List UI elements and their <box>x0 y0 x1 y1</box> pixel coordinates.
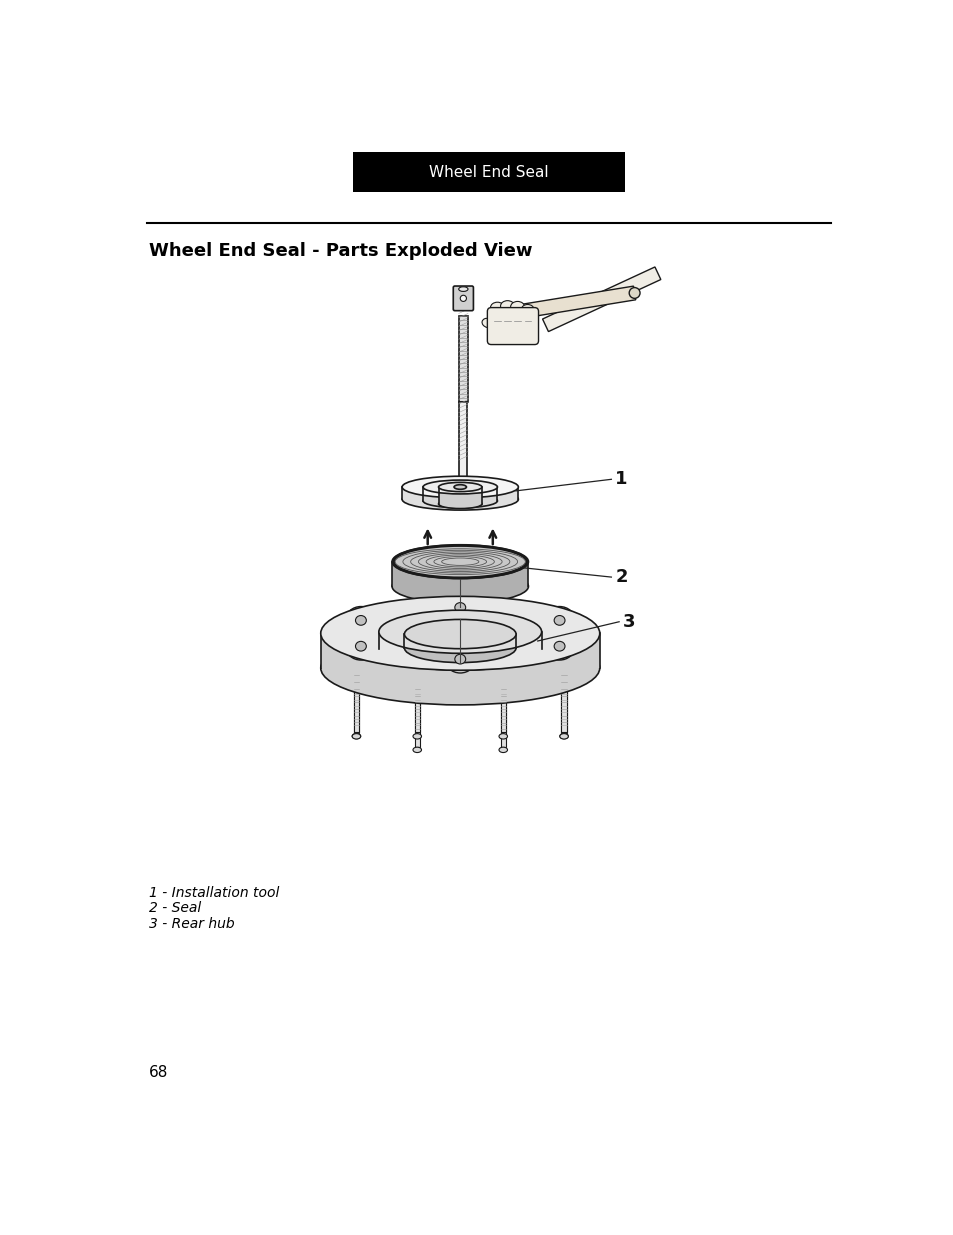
Ellipse shape <box>554 641 564 651</box>
Ellipse shape <box>417 552 502 572</box>
Bar <box>438 487 481 504</box>
Text: Wheel End Seal - Parts Exploded View: Wheel End Seal - Parts Exploded View <box>149 242 532 261</box>
Ellipse shape <box>378 610 541 653</box>
Ellipse shape <box>392 545 528 579</box>
Ellipse shape <box>402 477 517 498</box>
Ellipse shape <box>413 747 421 752</box>
Ellipse shape <box>320 597 599 671</box>
Ellipse shape <box>559 734 568 739</box>
Ellipse shape <box>352 734 360 739</box>
Ellipse shape <box>629 288 639 299</box>
Ellipse shape <box>521 305 534 314</box>
Text: 1: 1 <box>615 471 627 488</box>
Ellipse shape <box>438 483 481 492</box>
Ellipse shape <box>490 303 504 312</box>
Ellipse shape <box>402 489 517 510</box>
Ellipse shape <box>543 632 575 659</box>
Bar <box>404 634 516 648</box>
Ellipse shape <box>415 626 505 642</box>
Ellipse shape <box>498 734 507 739</box>
Ellipse shape <box>392 569 528 603</box>
Bar <box>500 690 505 732</box>
Ellipse shape <box>320 631 599 705</box>
Ellipse shape <box>427 555 493 569</box>
Bar <box>458 316 468 403</box>
Circle shape <box>459 295 466 301</box>
Ellipse shape <box>543 606 575 635</box>
Bar <box>415 690 419 732</box>
Ellipse shape <box>404 620 516 648</box>
Text: 2 - Seal: 2 - Seal <box>149 902 201 915</box>
Ellipse shape <box>444 594 476 621</box>
Ellipse shape <box>404 634 516 662</box>
Ellipse shape <box>355 615 366 625</box>
Ellipse shape <box>498 747 507 752</box>
Ellipse shape <box>458 287 468 291</box>
Bar <box>560 672 566 734</box>
Text: Wheel End Seal: Wheel End Seal <box>429 164 548 179</box>
FancyBboxPatch shape <box>453 287 473 311</box>
Bar <box>354 672 358 734</box>
Text: 2: 2 <box>615 568 627 587</box>
Ellipse shape <box>444 645 476 673</box>
Polygon shape <box>542 267 660 331</box>
Bar <box>354 690 358 732</box>
Ellipse shape <box>455 655 465 664</box>
Ellipse shape <box>378 627 541 671</box>
Polygon shape <box>505 287 635 321</box>
FancyBboxPatch shape <box>487 308 537 345</box>
Bar <box>500 685 505 747</box>
Ellipse shape <box>455 603 465 613</box>
Text: 68: 68 <box>149 1065 168 1079</box>
Ellipse shape <box>355 641 366 651</box>
Bar <box>320 634 599 668</box>
Ellipse shape <box>554 615 564 625</box>
Bar <box>353 152 624 193</box>
Ellipse shape <box>406 550 514 574</box>
Ellipse shape <box>345 632 376 659</box>
Ellipse shape <box>352 734 360 739</box>
Ellipse shape <box>481 319 494 327</box>
Bar <box>378 632 541 648</box>
Ellipse shape <box>436 557 483 567</box>
Ellipse shape <box>559 734 568 739</box>
Ellipse shape <box>500 300 514 311</box>
Ellipse shape <box>422 494 497 508</box>
Ellipse shape <box>510 301 524 312</box>
Bar <box>459 403 467 483</box>
Text: 3: 3 <box>622 613 635 631</box>
Ellipse shape <box>422 480 497 494</box>
Bar <box>392 562 528 587</box>
Bar <box>402 487 517 499</box>
Ellipse shape <box>345 606 376 635</box>
Ellipse shape <box>413 734 421 739</box>
Ellipse shape <box>454 484 466 489</box>
Bar <box>415 685 419 747</box>
Text: 3 - Rear hub: 3 - Rear hub <box>149 916 234 931</box>
Bar <box>560 690 566 732</box>
Text: 1 - Installation tool: 1 - Installation tool <box>149 885 279 900</box>
Ellipse shape <box>438 499 481 509</box>
Bar <box>422 487 497 501</box>
